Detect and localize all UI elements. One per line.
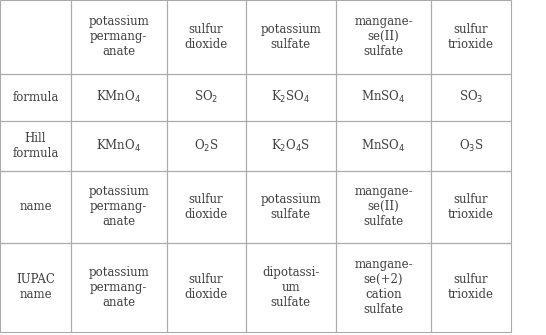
Bar xyxy=(246,243,336,332)
Text: MnSO$_4$: MnSO$_4$ xyxy=(361,89,406,105)
Bar xyxy=(0,74,71,121)
Bar xyxy=(336,243,431,332)
Bar xyxy=(167,74,246,121)
Text: K$_2$SO$_4$: K$_2$SO$_4$ xyxy=(271,89,310,105)
Text: potassium
permang-
anate: potassium permang- anate xyxy=(88,266,149,309)
Text: KMnO$_4$: KMnO$_4$ xyxy=(96,89,141,105)
Text: mangane-
se(+2)
cation
sulfate: mangane- se(+2) cation sulfate xyxy=(354,258,413,316)
Text: sulfur
trioxide: sulfur trioxide xyxy=(448,273,494,301)
Text: sulfur
trioxide: sulfur trioxide xyxy=(448,23,494,51)
Bar xyxy=(336,121,431,171)
Bar xyxy=(246,74,336,121)
Bar xyxy=(246,0,336,74)
Text: mangane-
se(II)
sulfate: mangane- se(II) sulfate xyxy=(354,15,413,58)
Bar xyxy=(336,74,431,121)
Bar xyxy=(167,0,246,74)
Text: sulfur
trioxide: sulfur trioxide xyxy=(448,193,494,221)
Text: dipotassi-
um
sulfate: dipotassi- um sulfate xyxy=(262,266,319,309)
Bar xyxy=(431,0,511,74)
Bar xyxy=(246,121,336,171)
Text: potassium
sulfate: potassium sulfate xyxy=(260,23,321,51)
Bar xyxy=(71,243,167,332)
Bar xyxy=(431,243,511,332)
Text: mangane-
se(II)
sulfate: mangane- se(II) sulfate xyxy=(354,185,413,228)
Bar xyxy=(246,171,336,243)
Text: formula: formula xyxy=(13,91,58,104)
Text: potassium
sulfate: potassium sulfate xyxy=(260,193,321,221)
Bar xyxy=(0,0,71,74)
Bar xyxy=(167,243,246,332)
Text: sulfur
dioxide: sulfur dioxide xyxy=(185,273,228,301)
Bar xyxy=(71,121,167,171)
Text: name: name xyxy=(19,200,52,213)
Text: MnSO$_4$: MnSO$_4$ xyxy=(361,138,406,154)
Bar xyxy=(336,0,431,74)
Text: Hill
formula: Hill formula xyxy=(13,132,58,160)
Text: O$_2$S: O$_2$S xyxy=(194,138,218,154)
Text: sulfur
dioxide: sulfur dioxide xyxy=(185,193,228,221)
Bar xyxy=(336,171,431,243)
Bar xyxy=(167,121,246,171)
Bar xyxy=(431,74,511,121)
Text: SO$_3$: SO$_3$ xyxy=(459,89,483,105)
Text: IUPAC
name: IUPAC name xyxy=(16,273,55,301)
Bar xyxy=(431,171,511,243)
Text: potassium
permang-
anate: potassium permang- anate xyxy=(88,15,149,58)
Bar xyxy=(71,171,167,243)
Text: SO$_2$: SO$_2$ xyxy=(194,89,218,105)
Text: sulfur
dioxide: sulfur dioxide xyxy=(185,23,228,51)
Bar xyxy=(431,121,511,171)
Bar xyxy=(71,74,167,121)
Bar xyxy=(0,171,71,243)
Text: O$_3$S: O$_3$S xyxy=(459,138,483,154)
Bar xyxy=(167,171,246,243)
Text: potassium
permang-
anate: potassium permang- anate xyxy=(88,185,149,228)
Bar xyxy=(0,121,71,171)
Bar xyxy=(0,243,71,332)
Bar xyxy=(71,0,167,74)
Text: K$_2$O$_4$S: K$_2$O$_4$S xyxy=(271,138,310,154)
Text: KMnO$_4$: KMnO$_4$ xyxy=(96,138,141,154)
